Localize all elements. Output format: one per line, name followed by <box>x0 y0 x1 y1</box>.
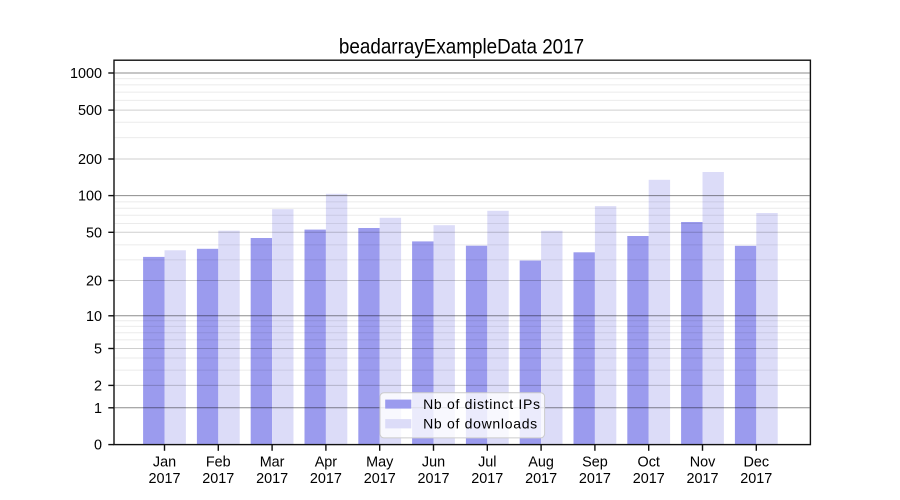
svg-text:Nb of distinct IPs: Nb of distinct IPs <box>423 396 541 412</box>
svg-text:Feb: Feb <box>206 454 231 470</box>
svg-text:beadarrayExampleData 2017: beadarrayExampleData 2017 <box>339 35 584 58</box>
svg-text:0: 0 <box>94 438 102 454</box>
svg-text:2017: 2017 <box>148 471 180 487</box>
svg-text:2017: 2017 <box>740 471 772 487</box>
svg-text:May: May <box>366 454 394 470</box>
svg-text:100: 100 <box>78 189 102 205</box>
svg-text:2017: 2017 <box>633 471 665 487</box>
svg-text:2017: 2017 <box>686 471 718 487</box>
svg-text:2017: 2017 <box>202 471 234 487</box>
svg-text:2: 2 <box>94 378 102 394</box>
svg-text:2017: 2017 <box>417 471 449 487</box>
svg-text:10: 10 <box>86 309 102 325</box>
svg-text:Jul: Jul <box>478 454 496 470</box>
svg-text:2017: 2017 <box>364 471 396 487</box>
svg-text:Jan: Jan <box>153 454 176 470</box>
svg-text:5: 5 <box>94 342 102 358</box>
svg-text:2017: 2017 <box>256 471 288 487</box>
svg-text:200: 200 <box>78 152 102 168</box>
svg-text:2017: 2017 <box>310 471 342 487</box>
svg-text:Mar: Mar <box>260 454 285 470</box>
svg-text:Jun: Jun <box>422 454 445 470</box>
svg-text:500: 500 <box>78 103 102 119</box>
svg-text:50: 50 <box>86 225 102 241</box>
svg-text:1000: 1000 <box>70 66 102 82</box>
svg-text:Sep: Sep <box>582 454 608 470</box>
svg-text:Dec: Dec <box>744 454 770 470</box>
svg-text:2017: 2017 <box>525 471 557 487</box>
svg-text:Nov: Nov <box>690 454 716 470</box>
svg-text:20: 20 <box>86 274 102 290</box>
svg-text:Nb of downloads: Nb of downloads <box>423 415 538 431</box>
svg-text:2017: 2017 <box>471 471 503 487</box>
svg-text:Oct: Oct <box>638 454 660 470</box>
svg-text:Apr: Apr <box>315 454 338 470</box>
svg-text:1: 1 <box>94 401 102 417</box>
svg-text:Aug: Aug <box>528 454 554 470</box>
svg-text:2017: 2017 <box>579 471 611 487</box>
